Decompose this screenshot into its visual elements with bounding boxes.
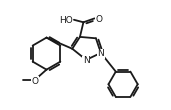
Text: N: N — [83, 56, 90, 65]
Text: N: N — [97, 49, 104, 58]
Text: HO: HO — [59, 16, 73, 25]
Text: O: O — [96, 15, 103, 24]
Text: O: O — [31, 77, 38, 86]
